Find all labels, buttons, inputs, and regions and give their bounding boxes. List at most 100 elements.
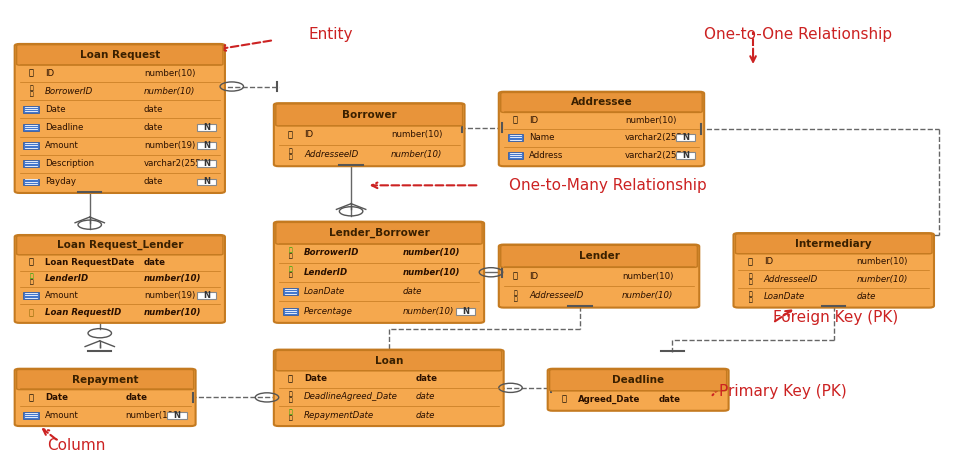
Text: number(10): number(10) bbox=[403, 248, 460, 257]
Text: 🔑: 🔑 bbox=[512, 116, 518, 125]
Text: 🔑: 🔑 bbox=[288, 391, 292, 397]
Text: number(19): number(19) bbox=[125, 411, 177, 420]
Text: 🏠: 🏠 bbox=[288, 273, 292, 278]
FancyBboxPatch shape bbox=[500, 245, 697, 267]
FancyBboxPatch shape bbox=[274, 222, 484, 323]
FancyBboxPatch shape bbox=[196, 142, 216, 149]
Text: number(19): number(19) bbox=[144, 141, 195, 150]
Text: date: date bbox=[414, 374, 437, 383]
Text: number(19): number(19) bbox=[144, 291, 195, 300]
FancyBboxPatch shape bbox=[675, 152, 695, 159]
Text: Primary Key (PK): Primary Key (PK) bbox=[718, 384, 846, 399]
FancyBboxPatch shape bbox=[505, 112, 697, 129]
FancyBboxPatch shape bbox=[23, 106, 39, 113]
Text: date: date bbox=[658, 395, 680, 404]
Text: Foreign Key (PK): Foreign Key (PK) bbox=[772, 310, 897, 325]
Text: N: N bbox=[202, 178, 210, 187]
FancyBboxPatch shape bbox=[675, 134, 695, 141]
Text: N: N bbox=[173, 411, 181, 420]
Text: number(10): number(10) bbox=[621, 291, 672, 300]
FancyBboxPatch shape bbox=[276, 104, 462, 126]
Text: 🔑: 🔑 bbox=[747, 274, 751, 279]
Text: DeadlineAgreed_Date: DeadlineAgreed_Date bbox=[304, 392, 398, 401]
Text: Borrower: Borrower bbox=[342, 110, 396, 120]
Text: Intermediary: Intermediary bbox=[794, 239, 871, 249]
Text: Address: Address bbox=[529, 151, 563, 160]
Text: N: N bbox=[681, 151, 689, 160]
FancyBboxPatch shape bbox=[274, 103, 464, 166]
FancyBboxPatch shape bbox=[455, 308, 475, 315]
FancyBboxPatch shape bbox=[547, 369, 728, 411]
FancyBboxPatch shape bbox=[21, 271, 218, 287]
Text: Amount: Amount bbox=[45, 291, 79, 300]
Text: date: date bbox=[414, 411, 434, 420]
Text: date: date bbox=[125, 393, 148, 402]
FancyBboxPatch shape bbox=[505, 129, 697, 146]
Text: Repayment: Repayment bbox=[72, 375, 138, 384]
Text: 🔑: 🔑 bbox=[28, 69, 34, 78]
FancyBboxPatch shape bbox=[735, 234, 931, 254]
FancyBboxPatch shape bbox=[554, 390, 721, 408]
Text: ID: ID bbox=[763, 257, 772, 266]
Text: N: N bbox=[202, 291, 210, 300]
FancyBboxPatch shape bbox=[21, 407, 189, 424]
Text: LoanDate: LoanDate bbox=[304, 287, 345, 296]
Text: LenderID: LenderID bbox=[304, 268, 348, 277]
FancyBboxPatch shape bbox=[17, 369, 193, 390]
Text: Loan Request: Loan Request bbox=[79, 50, 160, 60]
Text: number(10): number(10) bbox=[144, 87, 195, 96]
Text: 🔑: 🔑 bbox=[29, 273, 33, 279]
Text: Loan Request_Lender: Loan Request_Lender bbox=[57, 240, 183, 251]
Text: 🏠: 🏠 bbox=[513, 296, 517, 302]
FancyBboxPatch shape bbox=[21, 305, 218, 321]
Text: N: N bbox=[202, 123, 210, 132]
FancyBboxPatch shape bbox=[282, 288, 298, 295]
FancyBboxPatch shape bbox=[196, 124, 216, 131]
FancyBboxPatch shape bbox=[274, 350, 503, 426]
Text: number(10): number(10) bbox=[403, 307, 454, 316]
Text: varchar2(255): varchar2(255) bbox=[144, 159, 205, 168]
FancyBboxPatch shape bbox=[23, 412, 39, 419]
Text: number(10): number(10) bbox=[621, 272, 672, 281]
Text: number(10): number(10) bbox=[391, 150, 442, 159]
Text: date: date bbox=[144, 178, 163, 187]
Text: Amount: Amount bbox=[45, 411, 79, 420]
Text: date: date bbox=[856, 292, 875, 301]
Text: Loan RequestID: Loan RequestID bbox=[45, 308, 121, 317]
Text: date: date bbox=[144, 105, 163, 114]
FancyBboxPatch shape bbox=[21, 64, 218, 82]
Text: 🔑: 🔑 bbox=[29, 86, 33, 91]
FancyBboxPatch shape bbox=[167, 412, 187, 419]
Text: 🔑: 🔑 bbox=[561, 395, 567, 404]
FancyBboxPatch shape bbox=[507, 152, 523, 159]
FancyBboxPatch shape bbox=[21, 83, 218, 100]
FancyBboxPatch shape bbox=[280, 407, 496, 424]
Text: 🏠: 🏠 bbox=[288, 415, 292, 421]
Text: 🔑: 🔑 bbox=[288, 247, 292, 252]
FancyBboxPatch shape bbox=[17, 45, 223, 65]
Text: date: date bbox=[144, 123, 163, 132]
Text: AddresseeID: AddresseeID bbox=[529, 291, 582, 300]
FancyBboxPatch shape bbox=[23, 179, 39, 186]
FancyBboxPatch shape bbox=[282, 308, 298, 315]
FancyBboxPatch shape bbox=[740, 253, 926, 270]
Text: BorrowerID: BorrowerID bbox=[304, 248, 360, 257]
FancyBboxPatch shape bbox=[21, 173, 218, 191]
Text: varchar2(255): varchar2(255) bbox=[624, 133, 686, 142]
FancyBboxPatch shape bbox=[280, 125, 457, 144]
FancyBboxPatch shape bbox=[280, 282, 477, 301]
FancyBboxPatch shape bbox=[276, 222, 482, 244]
FancyBboxPatch shape bbox=[740, 271, 926, 288]
FancyBboxPatch shape bbox=[507, 134, 523, 141]
Text: 🔑: 🔑 bbox=[747, 291, 751, 297]
FancyBboxPatch shape bbox=[740, 289, 926, 306]
Text: number(10): number(10) bbox=[856, 257, 907, 266]
Text: Payday: Payday bbox=[45, 178, 76, 187]
FancyBboxPatch shape bbox=[196, 179, 216, 186]
FancyBboxPatch shape bbox=[21, 155, 218, 172]
Text: Deadline: Deadline bbox=[45, 123, 83, 132]
Text: 🔑: 🔑 bbox=[288, 266, 292, 272]
FancyBboxPatch shape bbox=[500, 93, 701, 112]
FancyBboxPatch shape bbox=[280, 263, 477, 282]
FancyBboxPatch shape bbox=[280, 388, 496, 406]
